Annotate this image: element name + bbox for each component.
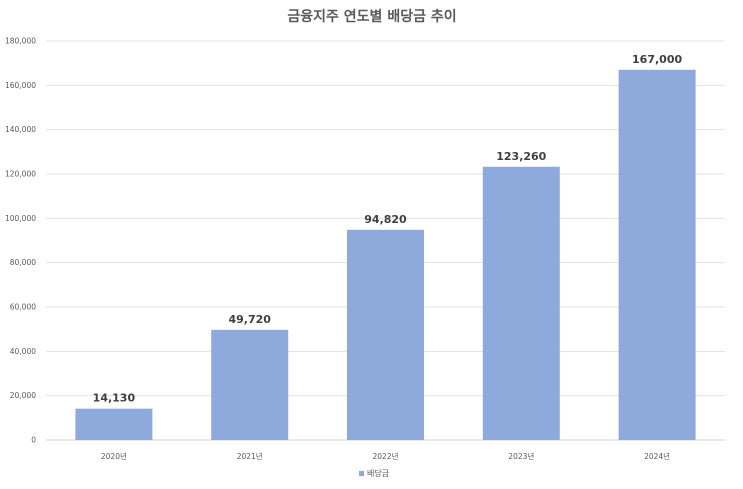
data-label: 94,820 [364, 213, 407, 226]
bars [75, 69, 696, 441]
y-tick-label: 40,000 [10, 347, 36, 356]
y-tick-label: 120,000 [5, 170, 36, 179]
y-tick-label: 60,000 [10, 303, 36, 312]
data-label: 123,260 [496, 150, 546, 163]
legend-swatch [359, 471, 364, 476]
data-labels: 14,130 49,720 94,820 123,260 167,000 [93, 53, 683, 405]
y-tick-label: 140,000 [5, 125, 36, 134]
y-tick-label: 20,000 [10, 391, 36, 400]
y-tick-label: 160,000 [5, 81, 36, 90]
y-tick-label: 180,000 [5, 37, 36, 46]
bar-2 [211, 329, 289, 440]
bar-3 [347, 229, 424, 440]
x-tick-label: 2021년 [237, 451, 263, 461]
x-tick-label: 2024년 [644, 451, 670, 461]
y-tick-label: 100,000 [5, 214, 36, 223]
data-label: 49,720 [228, 313, 271, 326]
y-tick-label: 80,000 [10, 258, 36, 267]
data-label: 167,000 [632, 53, 682, 66]
bar-4 [482, 166, 560, 440]
y-tick-label: 0 [31, 436, 36, 445]
x-axis-ticks: 2020년 2021년 2022년 2023년 2024년 [101, 451, 670, 461]
legend: 배당금 [359, 468, 389, 478]
x-tick-label: 2023년 [508, 451, 534, 461]
x-tick-label: 2022년 [373, 451, 399, 461]
y-axis-ticks: 0 20,000 40,000 60,000 80,000 100,000 120,000 1… [5, 37, 36, 445]
chart-title: 금융지주 연도별 배당금 추이 [287, 8, 456, 25]
bar-5 [618, 69, 696, 441]
x-tick-label: 2020년 [101, 451, 127, 461]
data-label: 14,130 [93, 392, 136, 405]
legend-label: 배당금 [367, 468, 389, 478]
bar-1 [75, 408, 153, 440]
